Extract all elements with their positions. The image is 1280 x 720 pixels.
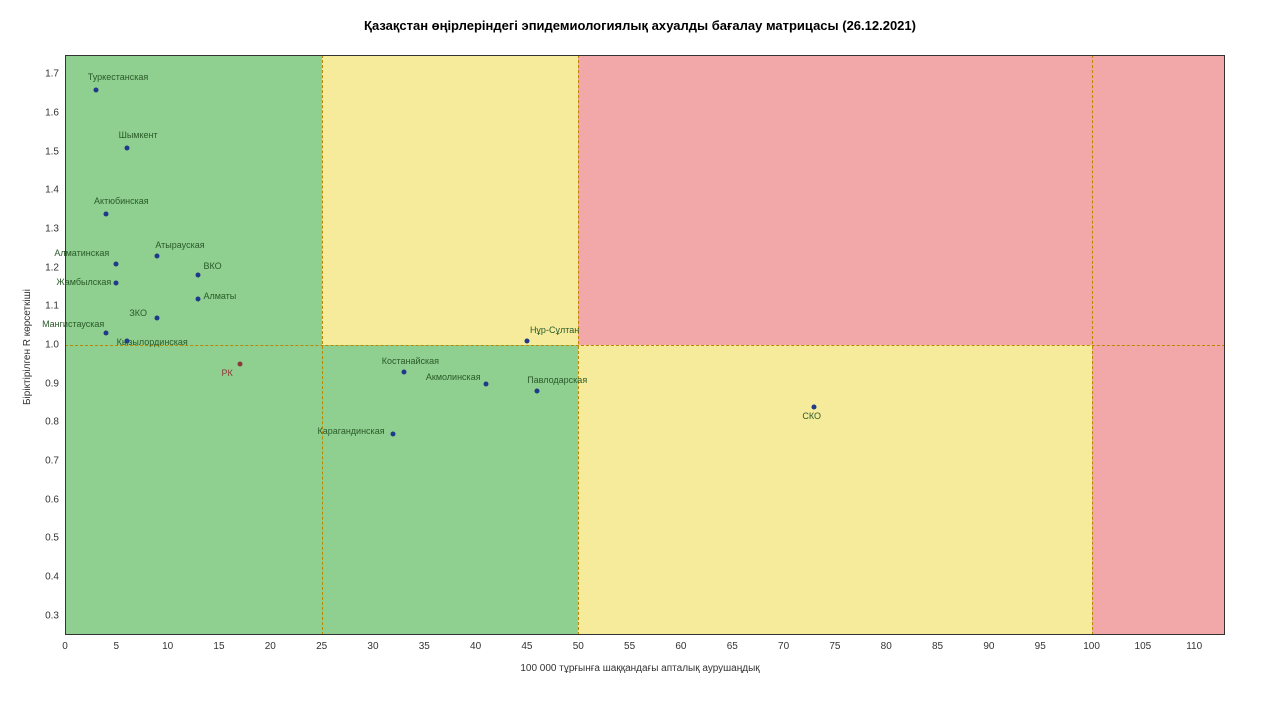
data-point-label: ЗКО: [129, 308, 147, 318]
data-point: [124, 145, 129, 150]
data-point: [114, 261, 119, 266]
x-tick-label: 75: [829, 641, 840, 652]
data-point: [237, 362, 242, 367]
x-tick-label: 25: [316, 641, 327, 652]
x-tick-label: 50: [573, 641, 584, 652]
data-point: [812, 404, 817, 409]
risk-zone: [1092, 345, 1225, 635]
data-point: [524, 339, 529, 344]
y-tick-label: 1.0: [35, 340, 59, 351]
data-point-label: Алматинская: [54, 248, 109, 258]
y-tick-label: 0.5: [35, 533, 59, 544]
risk-zone: [578, 55, 1225, 345]
data-point: [93, 87, 98, 92]
data-point: [401, 370, 406, 375]
y-tick-label: 1.3: [35, 224, 59, 235]
y-tick-label: 0.4: [35, 572, 59, 583]
y-axis-label: Біріктірілген R көрсеткіші: [22, 289, 33, 405]
data-point-label: Павлодарская: [527, 375, 587, 385]
threshold-line-horizontal: [65, 345, 1225, 346]
x-tick-label: 0: [62, 641, 68, 652]
x-tick-label: 100: [1083, 641, 1100, 652]
risk-zone: [322, 55, 579, 345]
data-point-label: ВКО: [203, 261, 221, 271]
x-tick-label: 60: [675, 641, 686, 652]
data-point: [104, 211, 109, 216]
y-tick-label: 0.7: [35, 456, 59, 467]
y-tick-label: 0.6: [35, 494, 59, 505]
x-tick-label: 40: [470, 641, 481, 652]
data-point-label: Актюбинская: [94, 196, 149, 206]
data-point-label: Атырауская: [155, 240, 204, 250]
data-point-label: СКО: [802, 411, 821, 421]
data-point: [104, 331, 109, 336]
y-tick-label: 0.9: [35, 378, 59, 389]
x-tick-label: 65: [727, 641, 738, 652]
data-point-label: Костанайская: [382, 356, 439, 366]
x-tick-label: 45: [521, 641, 532, 652]
x-tick-label: 90: [983, 641, 994, 652]
data-point: [155, 315, 160, 320]
plot-area: Туркестанская Шымкент Актюбинская Атырауска…: [65, 55, 1225, 635]
x-tick-label: 55: [624, 641, 635, 652]
data-point: [391, 431, 396, 436]
y-tick-label: 0.8: [35, 417, 59, 428]
y-tick-label: 0.3: [35, 610, 59, 621]
data-point-label: Мангистауская: [42, 319, 104, 329]
data-point-label: Туркестанская: [88, 72, 148, 82]
x-tick-label: 95: [1035, 641, 1046, 652]
data-point-label: РК: [222, 368, 233, 378]
x-tick-label: 10: [162, 641, 173, 652]
x-tick-label: 105: [1135, 641, 1152, 652]
x-tick-label: 15: [213, 641, 224, 652]
chart-container: Қазақстан өңірлеріндегі эпидемиологиялық…: [0, 0, 1280, 720]
data-point-label: Карагандинская: [317, 426, 384, 436]
data-point: [114, 281, 119, 286]
data-point-label: Жамбылская: [56, 277, 111, 287]
data-point-label: Шымкент: [119, 130, 158, 140]
x-tick-label: 80: [881, 641, 892, 652]
data-point-label: Кызылординская: [117, 337, 188, 347]
y-tick-label: 1.1: [35, 301, 59, 312]
y-tick-label: 1.6: [35, 108, 59, 119]
x-tick-label: 70: [778, 641, 789, 652]
data-point: [483, 381, 488, 386]
data-point: [535, 389, 540, 394]
x-tick-label: 20: [265, 641, 276, 652]
y-tick-label: 1.4: [35, 185, 59, 196]
x-tick-label: 5: [114, 641, 120, 652]
risk-zone: [578, 345, 1091, 635]
x-tick-label: 110: [1186, 641, 1202, 652]
data-point: [155, 254, 160, 259]
data-point: [196, 296, 201, 301]
x-tick-label: 85: [932, 641, 943, 652]
x-tick-label: 35: [419, 641, 430, 652]
y-tick-label: 1.7: [35, 69, 59, 80]
x-tick-label: 30: [367, 641, 378, 652]
y-tick-label: 1.5: [35, 146, 59, 157]
y-tick-label: 1.2: [35, 262, 59, 273]
data-point-label: Акмолинская: [426, 372, 481, 382]
data-point-label: Нұр-Сұлтан: [530, 325, 579, 335]
chart-title: Қазақстан өңірлеріндегі эпидемиологиялық…: [0, 18, 1280, 33]
data-point-label: Алматы: [203, 291, 236, 301]
data-point: [196, 273, 201, 278]
x-axis-label: 100 000 тұрғынға шаққандағы апталық ауру…: [0, 663, 1280, 674]
